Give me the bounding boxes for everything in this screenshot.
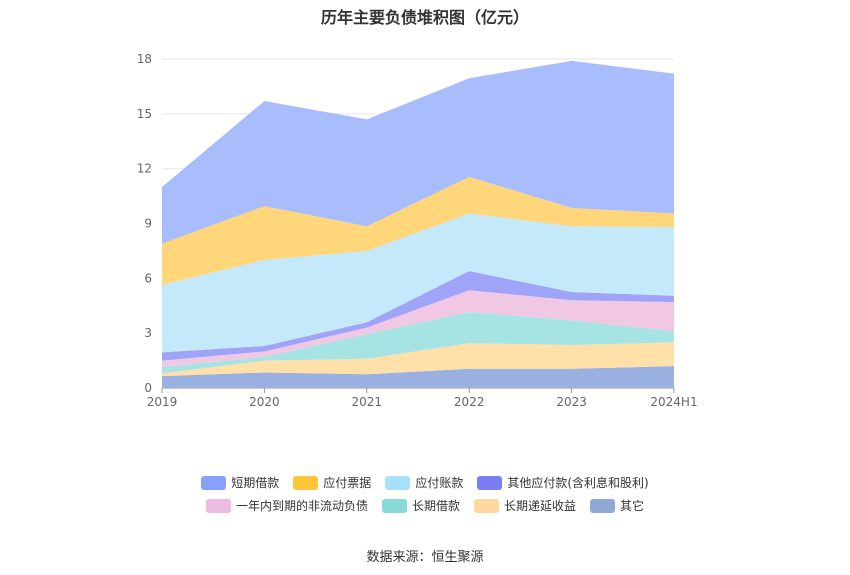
y-tick-label: 15 [137, 107, 152, 121]
legend-item-current-portion-ncl[interactable]: 一年内到期的非流动负债 [205, 497, 368, 514]
legend-swatch [205, 498, 231, 513]
legend-item-short-term-loans[interactable]: 短期借款 [201, 474, 279, 491]
legend-swatch [385, 475, 411, 490]
legend-swatch [381, 498, 407, 513]
stacked-area-chart: 0 3 6 9 12 15 18 2019 2020 2021 2022 2023 2024H1 [137, 52, 698, 409]
legend-row-2: 一年内到期的非流动负债 长期借款 长期递延收益 其它 [0, 497, 850, 514]
x-axis: 2019 2020 2021 2022 2023 2024H1 [147, 388, 698, 409]
y-tick-label: 18 [137, 52, 152, 66]
legend-swatch [201, 475, 227, 490]
x-tick-label: 2021 [352, 395, 383, 409]
area-长期借款[interactable] [162, 312, 674, 374]
x-tick-label: 2020 [249, 395, 280, 409]
legend-label: 短期借款 [231, 476, 280, 490]
y-tick-label: 6 [144, 271, 152, 285]
legend-item-notes-payable[interactable]: 应付票据 [293, 474, 371, 491]
area-长期递延收益[interactable] [162, 342, 674, 377]
legend-swatch [474, 498, 499, 513]
y-tick-label: 9 [144, 217, 152, 231]
area-其他应付款(含利息和股利)[interactable] [162, 271, 674, 361]
y-tick-label: 12 [137, 162, 152, 176]
chart-title: 历年主要负债堆积图（亿元） [320, 8, 529, 27]
x-tick-label: 2019 [147, 395, 178, 409]
area-短期借款[interactable] [162, 60, 674, 244]
area-应付账款[interactable] [162, 213, 674, 353]
area-一年内到期的非流动负债[interactable] [162, 290, 674, 367]
legend-row-1: 短期借款 应付票据 应付账款 其他应付款(含利息和股利) [0, 474, 850, 491]
x-tick-label: 2024H1 [650, 395, 697, 409]
y-tick-label: 0 [144, 381, 152, 395]
y-tick-label: 3 [144, 326, 152, 340]
legend-label: 一年内到期的非流动负债 [235, 499, 368, 513]
area-series [162, 60, 674, 388]
legend-label: 长期借款 [411, 499, 460, 513]
legend-label: 长期递延收益 [504, 499, 577, 513]
legend-swatch [590, 498, 616, 513]
legend-item-other-payables[interactable]: 其他应付款(含利息和股利) [477, 474, 649, 491]
y-axis: 0 3 6 9 12 15 18 [137, 52, 152, 395]
legend-swatch [477, 475, 503, 490]
data-source: 数据来源：恒生聚源 [366, 550, 484, 565]
area-应付票据[interactable] [162, 176, 674, 285]
legend-label: 应付账款 [415, 476, 464, 490]
legend-item-deferred-income[interactable]: 长期递延收益 [474, 497, 576, 514]
legend-item-other[interactable]: 其它 [590, 497, 644, 514]
legend-item-long-term-loans[interactable]: 长期借款 [381, 497, 460, 514]
legend-label: 应付票据 [323, 476, 372, 490]
legend-label: 其它 [620, 499, 645, 513]
legend-item-accounts-payable[interactable]: 应付账款 [385, 474, 463, 491]
x-tick-label: 2023 [556, 395, 587, 409]
legend-swatch [293, 475, 319, 490]
x-tick-label: 2022 [454, 395, 485, 409]
area-其它[interactable] [162, 366, 674, 388]
legend-label: 其他应付款(含利息和股利) [507, 476, 649, 490]
